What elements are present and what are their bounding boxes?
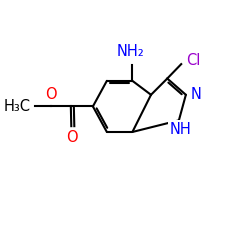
Text: N: N [191,87,202,102]
Text: O: O [45,87,57,102]
Text: NH₂: NH₂ [116,44,144,59]
Text: H₃C: H₃C [3,99,30,114]
Text: Cl: Cl [186,53,200,68]
Text: NH: NH [169,122,191,136]
Text: O: O [66,130,78,145]
